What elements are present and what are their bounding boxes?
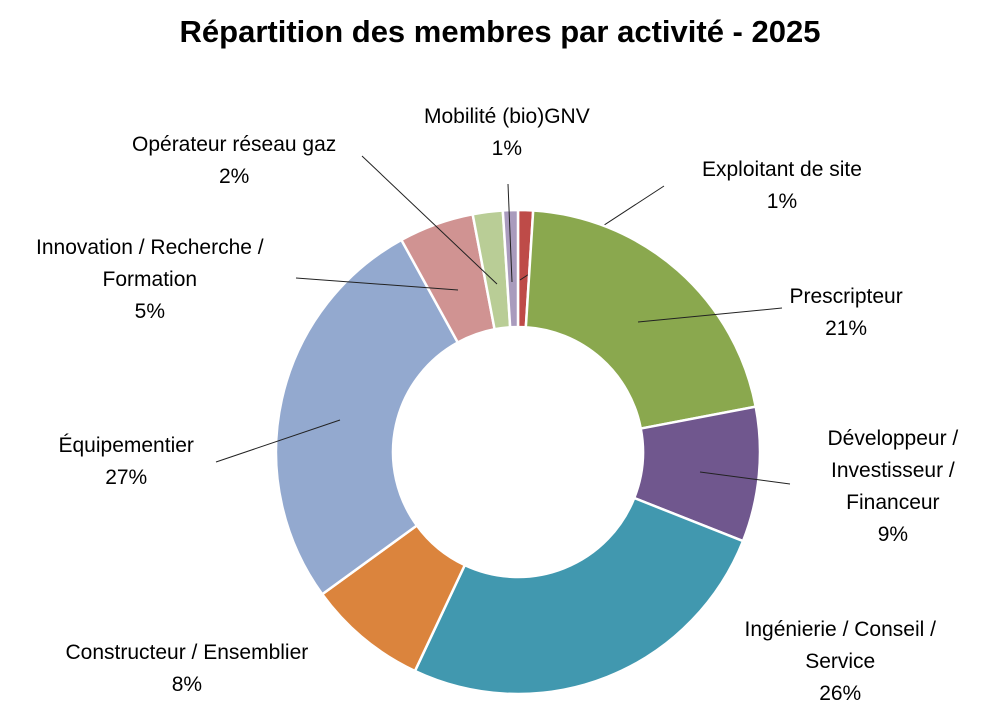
data-label: Ingénierie / Conseil / Service 26%	[745, 614, 936, 710]
data-label-category: Développeur /	[827, 427, 959, 450]
data-label-category: Équipementier	[58, 434, 194, 457]
leader-line	[699, 471, 791, 485]
data-label-percent: 5%	[134, 300, 165, 323]
leader-line	[361, 155, 498, 285]
data-label-percent: 2%	[218, 165, 250, 188]
data-label-percent: 27%	[105, 466, 148, 489]
data-label-percent: 21%	[825, 317, 868, 340]
data-label: Équipementier 27%	[59, 430, 194, 494]
data-label-category: Ingénierie / Conseil /	[744, 618, 936, 641]
slice-prescripteur	[524, 209, 758, 431]
data-label-category: Innovation / Recherche /	[36, 236, 264, 259]
data-label-category: Investisseur /	[831, 459, 955, 482]
data-label-percent: 1%	[766, 190, 798, 213]
data-label: Opérateur réseau gaz 2%	[132, 129, 336, 193]
data-label: Constructeur / Ensemblier 8%	[66, 637, 309, 701]
leader-line	[637, 307, 783, 323]
slice-ingenierie-conseil-service	[413, 496, 745, 696]
data-label-category: Service	[805, 650, 876, 673]
data-label-percent: 1%	[491, 137, 523, 160]
data-label-percent: 9%	[877, 523, 909, 546]
data-label-category: Prescripteur	[789, 285, 903, 308]
data-label: Innovation / Recherche / Formation 5%	[36, 232, 264, 328]
leader-line	[215, 419, 341, 463]
data-label: Développeur / Investisseur / Financeur 9%	[828, 423, 959, 551]
data-label-category: Constructeur / Ensemblier	[65, 641, 309, 664]
data-label: Prescripteur 21%	[790, 281, 903, 345]
chart-title: Répartition des membres par activité - 2…	[179, 14, 821, 49]
data-label-category: Formation	[102, 268, 198, 291]
data-label: Exploitant de site 1%	[702, 154, 862, 218]
leader-line	[295, 277, 459, 291]
data-label: Mobilité (bio)GNV 1%	[424, 101, 590, 165]
data-label-category: Opérateur réseau gaz	[132, 133, 337, 156]
slice-equipementier	[274, 238, 460, 596]
data-label-percent: 26%	[819, 682, 862, 705]
leader-line	[507, 183, 513, 283]
data-label-category: Mobilité (bio)GNV	[424, 105, 590, 128]
slice-mobilite-bio-gnv	[501, 208, 520, 329]
data-label-category: Exploitant de site	[702, 158, 862, 181]
data-label-percent: 8%	[171, 673, 203, 696]
data-label-category: Financeur	[846, 491, 940, 514]
